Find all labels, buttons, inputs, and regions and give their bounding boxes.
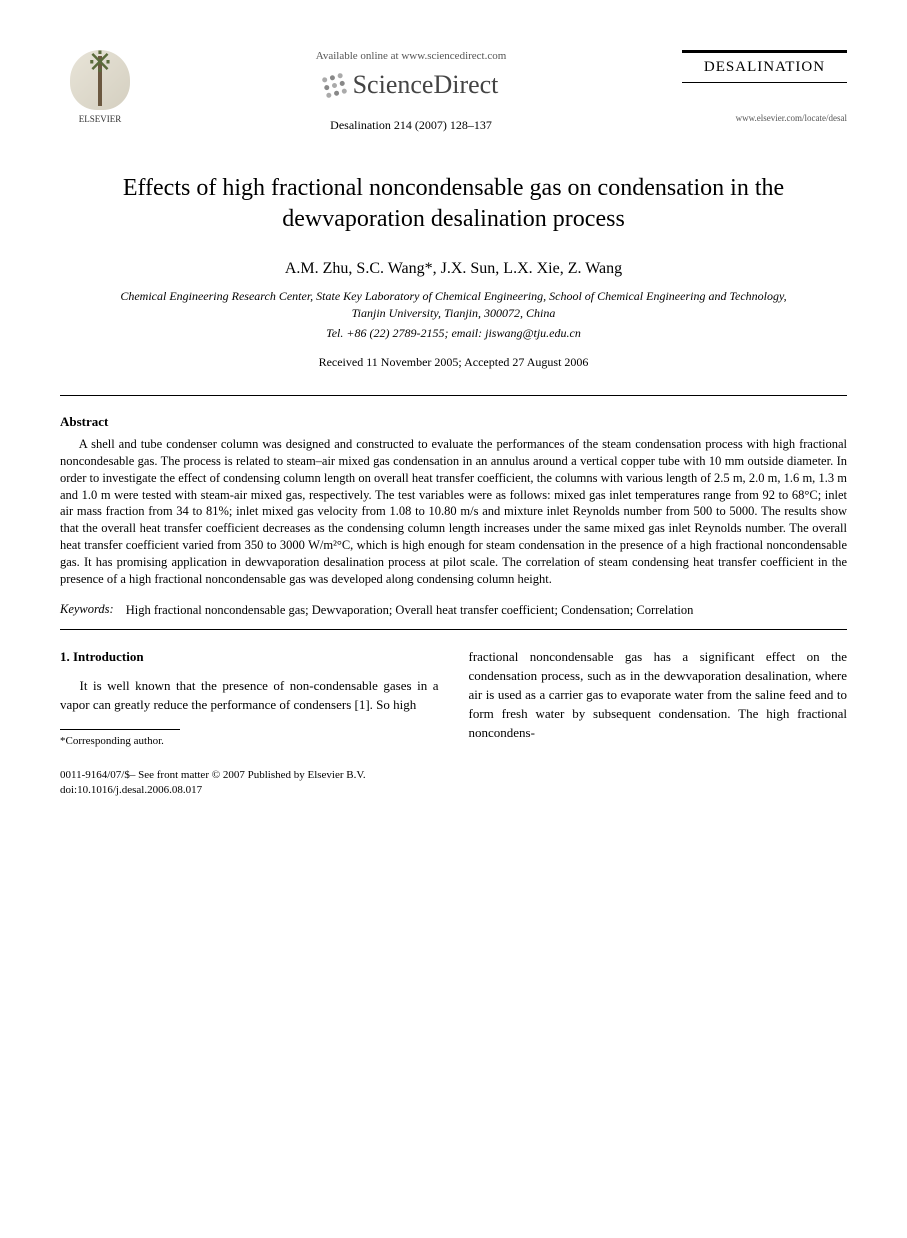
contact-line: Tel. +86 (22) 2789-2155; email: jiswang@… (60, 326, 847, 341)
abstract-body: A shell and tube condenser column was de… (60, 436, 847, 588)
keywords-label: Keywords: (60, 602, 114, 620)
author-list: A.M. Zhu, S.C. Wang*, J.X. Sun, L.X. Xie… (60, 260, 847, 278)
intro-para-left: It is well known that the presence of no… (60, 677, 439, 715)
footnote-rule (60, 729, 180, 730)
keywords-body: High fractional noncondensable gas; Dewv… (126, 602, 694, 620)
page-header: ELSEVIER Available online at www.science… (60, 50, 847, 133)
page-footer: 0011-9164/07/$– See front matter © 2007 … (60, 768, 847, 799)
journal-url: www.elsevier.com/locate/desal (682, 113, 847, 123)
intro-heading: 1. Introduction (60, 648, 439, 667)
abstract-heading: Abstract (60, 414, 847, 430)
intro-col-left: 1. Introduction It is well known that th… (60, 648, 439, 749)
sciencedirect-logo: ScienceDirect (160, 70, 662, 100)
article-dates: Received 11 November 2005; Accepted 27 A… (60, 355, 847, 370)
intro-columns: 1. Introduction It is well known that th… (60, 648, 847, 749)
available-online-text: Available online at www.sciencedirect.co… (160, 50, 662, 62)
article-title: Effects of high fractional noncondensabl… (100, 173, 807, 235)
journal-label: DESALINATION (682, 50, 847, 83)
rule-top (60, 395, 847, 396)
publisher-name: ELSEVIER (60, 114, 140, 124)
intro-col-right: fractional noncondensable gas has a sign… (469, 648, 848, 749)
elsevier-tree-icon (70, 50, 130, 110)
intro-para-right: fractional noncondensable gas has a sign… (469, 648, 848, 742)
publisher-logo: ELSEVIER (60, 50, 140, 124)
corresponding-footnote: *Corresponding author. (60, 734, 439, 750)
rule-bottom (60, 629, 847, 630)
doi-line: doi:10.1016/j.desal.2006.08.017 (60, 783, 847, 798)
citation-line: Desalination 214 (2007) 128–137 (160, 118, 662, 133)
center-header: Available online at www.sciencedirect.co… (140, 50, 682, 133)
affiliation: Chemical Engineering Research Center, St… (120, 288, 787, 322)
sd-dots-icon (321, 72, 347, 98)
keywords-row: Keywords: High fractional noncondensable… (60, 602, 847, 620)
copyright-line: 0011-9164/07/$– See front matter © 2007 … (60, 768, 847, 783)
platform-name: ScienceDirect (353, 70, 499, 100)
journal-box: DESALINATION www.elsevier.com/locate/des… (682, 50, 847, 123)
